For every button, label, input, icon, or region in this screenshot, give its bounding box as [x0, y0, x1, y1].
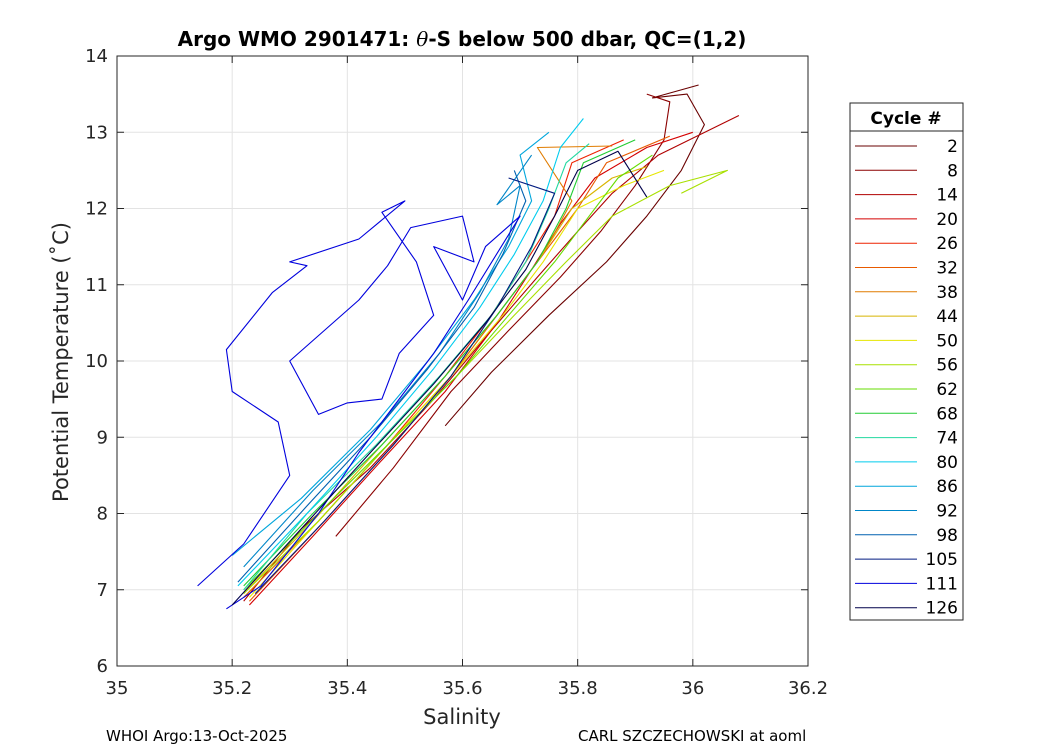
x-tick-label: 36.2	[788, 678, 828, 699]
legend-label-cycle-38: 38	[936, 283, 958, 303]
x-tick-label: 35.6	[442, 678, 482, 699]
y-tick-label: 8	[97, 504, 108, 525]
legend-label-cycle-44: 44	[936, 307, 958, 327]
y-axis-label: Potential Temperature (˚C)	[49, 222, 73, 502]
legend-label-cycle-20: 20	[936, 210, 958, 230]
legend-label-cycle-56: 56	[936, 356, 958, 376]
x-tick-label: 35.2	[212, 678, 252, 699]
legend-label-cycle-105: 105	[926, 550, 958, 570]
x-tick-label: 35.8	[558, 678, 598, 699]
legend-box	[849, 102, 964, 621]
grid	[117, 56, 808, 666]
series-line-cycle-111	[197, 200, 521, 610]
series-line-cycle-62	[243, 154, 653, 591]
legend-title: Cycle #	[870, 109, 941, 129]
series-line-cycle-86	[231, 131, 550, 556]
title-prefix: Argo WMO 2901471:	[178, 27, 417, 51]
x-ticks: 35 35.2 35.4 35.6 35.8 36 36.2	[106, 56, 828, 699]
legend-label-cycle-2: 2	[947, 137, 958, 157]
legend-label-cycle-32: 32	[936, 259, 958, 279]
legend-label-cycle-8: 8	[947, 161, 958, 181]
legend-label-cycle-86: 86	[936, 477, 958, 497]
legend-label-cycle-26: 26	[936, 234, 958, 254]
legend-items: 2 8 14 20 26 32 38 44 50 56 62 68 74 80 86 92 98 105 111 12…	[855, 137, 958, 619]
y-tick-label: 9	[97, 427, 108, 448]
series-line-cycle-105	[254, 177, 556, 594]
title-suffix: -S below 500 dbar, QC=(1,2)	[428, 27, 746, 51]
series-line-cycle-98	[237, 170, 527, 583]
y-ticks: 6 7 8 9 10 11 12 13 14	[85, 46, 808, 677]
series-line-cycle-20	[248, 131, 693, 606]
legend-label-cycle-14: 14	[936, 186, 958, 206]
series-line-cycle-80	[237, 118, 584, 587]
y-tick-label: 11	[85, 275, 108, 296]
legend: Cycle # 2 8 14 20 26 32 38 44 50 56 62 68 74 80 86 92 98…	[849, 102, 964, 621]
series-line-cycle-56	[243, 169, 728, 594]
x-tick-label: 35	[106, 678, 129, 699]
series-group	[197, 84, 740, 610]
x-axis-label: Salinity	[423, 705, 501, 729]
footer-right: CARL SZCZECHOWSKI at aoml	[578, 727, 806, 745]
series-line-cycle-14	[243, 115, 740, 602]
footer-left: WHOI Argo:13-Oct-2025	[106, 727, 287, 745]
series-line-cycle-2	[444, 84, 705, 427]
chart-title: Argo WMO 2901471: θ-S below 500 dbar, QC…	[178, 27, 747, 51]
legend-label-cycle-98: 98	[936, 526, 958, 546]
series-line-cycle-92	[243, 154, 533, 568]
y-tick-label: 13	[85, 122, 108, 143]
legend-label-cycle-62: 62	[936, 380, 958, 400]
legend-label-cycle-68: 68	[936, 404, 958, 424]
title-theta-symbol: θ	[416, 27, 428, 51]
legend-label-cycle-92: 92	[936, 502, 958, 522]
y-tick-label: 7	[97, 580, 108, 601]
x-tick-label: 36	[681, 678, 704, 699]
legend-label-cycle-80: 80	[936, 453, 958, 473]
y-tick-label: 6	[97, 656, 108, 677]
x-tick-label: 35.4	[327, 678, 367, 699]
y-tick-label: 10	[85, 351, 108, 372]
legend-label-cycle-126: 126	[926, 599, 958, 619]
y-tick-label: 14	[85, 46, 108, 67]
y-tick-label: 12	[85, 199, 108, 220]
series-line-cycle-8	[335, 93, 671, 537]
series-line-cycle-126	[231, 150, 648, 606]
legend-label-cycle-111: 111	[926, 574, 958, 594]
legend-label-cycle-50: 50	[936, 331, 958, 351]
legend-label-cycle-74: 74	[936, 429, 958, 449]
